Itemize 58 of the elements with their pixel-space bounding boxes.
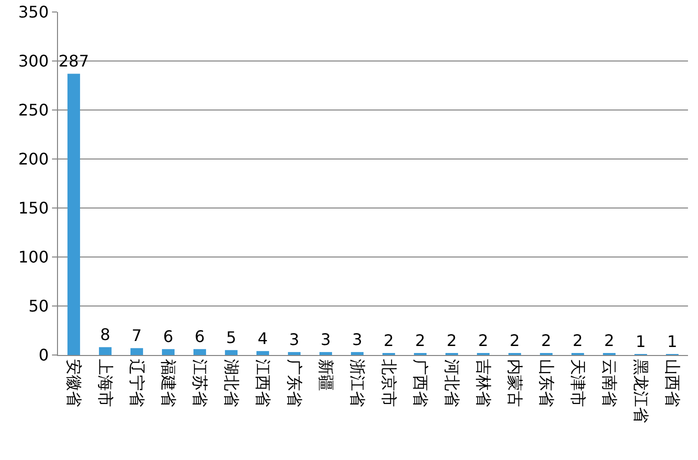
y-tick-label: 50	[28, 296, 49, 316]
data-label: 3	[320, 330, 331, 350]
data-label: 2	[510, 331, 520, 350]
data-label: 2	[478, 331, 488, 350]
bar	[130, 348, 144, 355]
data-label: 287	[58, 52, 90, 71]
bar	[256, 351, 270, 355]
data-label: 2	[604, 331, 614, 350]
x-tick-label: 云南省	[600, 359, 620, 408]
x-tick-label: 浙江省	[348, 359, 368, 408]
data-label: 2	[572, 331, 583, 350]
x-tick-label: 上海市	[96, 359, 116, 408]
y-tick-label: 0	[38, 346, 49, 365]
data-label: 8	[100, 325, 110, 344]
x-tick-label: 内蒙古	[506, 359, 525, 408]
x-tick-label: 山西省	[663, 359, 682, 408]
x-tick-label: 新疆	[316, 359, 336, 392]
y-tick-label: 250	[18, 100, 49, 120]
data-label: 4	[258, 329, 268, 348]
y-tick-label: 150	[18, 198, 49, 218]
data-label: 3	[352, 330, 362, 350]
data-label: 7	[132, 326, 142, 346]
bar	[288, 352, 301, 355]
data-label: 1	[636, 332, 646, 351]
x-tick-label: 湖北省	[222, 359, 242, 408]
y-tick-label: 100	[18, 248, 49, 267]
y-tick-label: 300	[18, 52, 49, 71]
x-tick-label: 北京市	[380, 359, 399, 408]
bar	[193, 349, 206, 355]
bar	[350, 352, 364, 355]
data-label: 2	[384, 331, 394, 350]
data-label: 6	[194, 327, 205, 346]
bar	[67, 74, 80, 355]
data-label: 6	[163, 327, 174, 346]
data-label: 3	[289, 330, 300, 350]
bar	[162, 349, 175, 355]
x-tick-label: 江西省	[254, 359, 273, 408]
x-tick-label: 吉林省	[474, 359, 494, 408]
y-tick-label: 200	[18, 150, 49, 169]
x-tick-label: 广东省	[285, 359, 304, 408]
bar	[224, 350, 238, 355]
data-label: 2	[446, 331, 457, 350]
bar	[98, 347, 112, 355]
x-tick-label: 黑龙江省	[632, 359, 651, 424]
x-tick-label: 安徽省	[64, 359, 84, 408]
x-tick-label: 辽宁省	[128, 359, 147, 408]
data-label: 2	[415, 331, 426, 350]
x-tick-label: 福建省	[159, 359, 178, 408]
data-label: 5	[226, 328, 236, 348]
x-tick-label: 河北省	[442, 359, 462, 408]
bar	[319, 352, 332, 355]
x-tick-label: 天津市	[568, 359, 588, 408]
x-tick-label: 江苏省	[190, 359, 210, 408]
x-tick-label: 广西省	[411, 359, 430, 408]
data-label: 2	[541, 331, 552, 350]
data-label: 1	[667, 332, 678, 351]
y-tick-label: 350	[18, 2, 49, 22]
x-tick-label: 山东省	[537, 359, 556, 408]
